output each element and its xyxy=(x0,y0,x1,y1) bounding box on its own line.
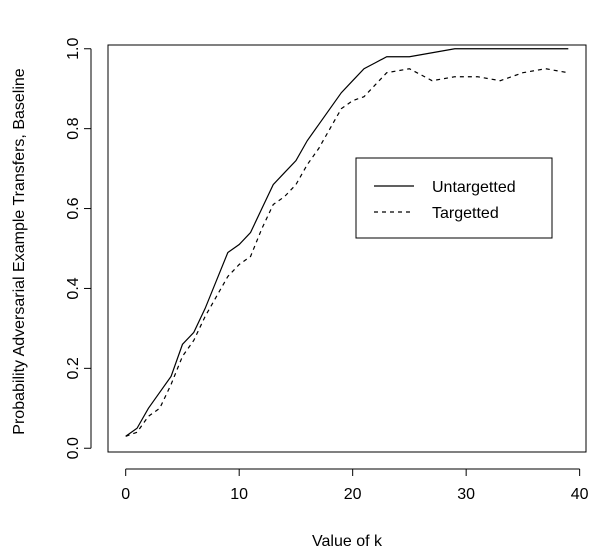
plot-area xyxy=(107,44,587,453)
x-axis: 0 10 20 30 40 xyxy=(121,468,589,503)
x-tick-label: 0 xyxy=(121,486,130,503)
x-tick-label: 10 xyxy=(230,486,248,503)
series-line-untargetted xyxy=(125,48,569,437)
legend-label-untargetted: Untargetted xyxy=(432,179,516,196)
series-line-targetted xyxy=(125,68,569,437)
x-tick-label: 40 xyxy=(571,486,589,503)
series-layer xyxy=(125,48,569,437)
y-axis-title: Probability Adversarial Example Transfer… xyxy=(11,68,28,434)
x-axis-title: Value of k xyxy=(312,533,383,550)
plot-frame xyxy=(107,44,587,453)
y-tick-label: 1.0 xyxy=(65,38,82,60)
y-tick-label: 0.4 xyxy=(65,277,82,299)
legend-label-targetted: Targetted xyxy=(432,205,499,222)
legend-box xyxy=(355,157,553,239)
x-tick-label: 20 xyxy=(344,486,362,503)
y-axis: 0.0 0.2 0.4 0.6 0.8 1.0 xyxy=(65,38,92,459)
y-tick-label: 0.0 xyxy=(65,437,82,459)
x-tick-label: 30 xyxy=(457,486,475,503)
y-tick-label: 0.2 xyxy=(65,357,82,379)
y-tick-label: 0.6 xyxy=(65,197,82,219)
y-tick-label: 0.8 xyxy=(65,117,82,139)
legend: Untargetted Targetted xyxy=(355,157,553,239)
